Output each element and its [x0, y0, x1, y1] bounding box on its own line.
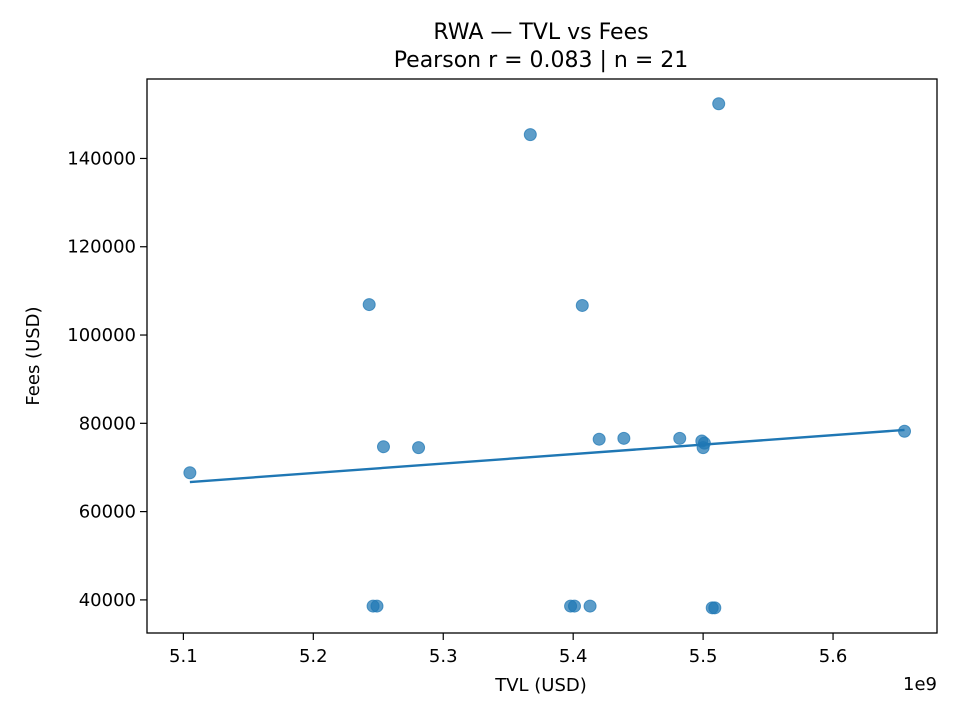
y-axis-label: Fees (USD) [23, 306, 44, 405]
data-point [673, 431, 687, 445]
data-point [583, 599, 597, 613]
y-axis: 40000 60000 80000 100000 120000 140000 [67, 148, 147, 611]
y-tick-label: 60000 [79, 502, 136, 523]
x-tick-label: 5.1 [169, 646, 198, 667]
data-point [523, 128, 537, 142]
y-tick-label: 40000 [79, 590, 136, 611]
plot-frame [146, 78, 938, 634]
data-point [376, 440, 390, 454]
data-point [362, 298, 376, 312]
y-tick-label: 140000 [67, 148, 136, 169]
x-tick-label: 5.5 [689, 646, 718, 667]
x-axis-label: TVL (USD) [494, 675, 587, 696]
y-tick-label: 120000 [67, 237, 136, 258]
chart-subtitle: Pearson r = 0.083 | n = 21 [394, 48, 689, 73]
chart-title: RWA — TVL vs Fees [433, 20, 648, 45]
x-tick-label: 5.2 [299, 646, 328, 667]
data-point [617, 431, 631, 445]
data-point [592, 432, 606, 446]
x-tick-label: 5.4 [559, 646, 588, 667]
x-tick-label: 5.3 [429, 646, 458, 667]
data-point [712, 97, 726, 111]
plot-area [183, 97, 912, 615]
x-axis: 5.1 5.2 5.3 5.4 5.5 5.6 [169, 633, 847, 667]
fit-line [189, 428, 905, 484]
x-axis-offset-label: 1e9 [903, 674, 937, 695]
y-tick-label: 80000 [79, 413, 136, 434]
x-tick-label: 5.6 [819, 646, 848, 667]
data-point [412, 441, 426, 455]
data-point [370, 599, 384, 613]
data-point [567, 599, 581, 613]
data-point [183, 466, 197, 480]
data-point [708, 601, 722, 615]
y-tick-label: 100000 [67, 325, 136, 346]
data-point [575, 298, 589, 312]
